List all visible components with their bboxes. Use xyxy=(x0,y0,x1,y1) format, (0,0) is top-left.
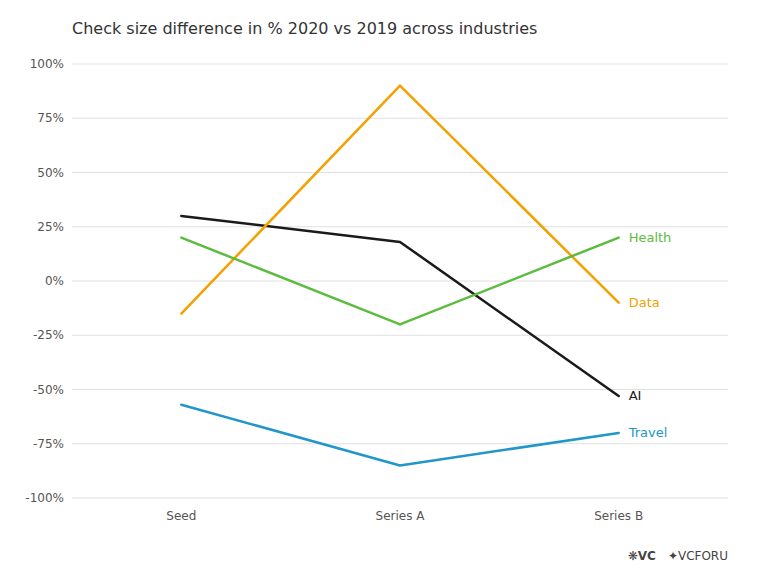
grid-line xyxy=(72,64,728,65)
grid-line xyxy=(72,443,728,444)
y-tick-label: -25% xyxy=(33,328,64,342)
y-tick-label: 100% xyxy=(30,57,64,71)
chart-container: Check size difference in % 2020 vs 2019 … xyxy=(0,0,768,576)
chart-svg: Check size difference in % 2020 vs 2019 … xyxy=(0,0,768,576)
y-tick-label: 25% xyxy=(37,220,64,234)
x-tick-label: Series A xyxy=(376,509,426,523)
y-tick-label: -75% xyxy=(33,437,64,451)
series-label: Health xyxy=(629,230,672,245)
y-tick-label: 75% xyxy=(37,111,64,125)
series-label: Travel xyxy=(628,425,668,440)
grid-line xyxy=(72,281,728,282)
series-label: AI xyxy=(629,388,642,403)
x-tick-label: Series B xyxy=(594,509,643,523)
series-label: Data xyxy=(629,295,660,310)
grid-line xyxy=(72,226,728,227)
grid-line xyxy=(72,335,728,336)
grid-line xyxy=(72,172,728,173)
annotation: ✦VCFORU xyxy=(668,549,728,563)
series-line xyxy=(181,405,618,466)
y-tick-label: -100% xyxy=(25,491,64,505)
grid-line xyxy=(72,498,728,499)
y-tick-label: 0% xyxy=(45,274,64,288)
series-line xyxy=(181,238,618,325)
x-tick-label: Seed xyxy=(166,509,196,523)
y-tick-label: -50% xyxy=(33,383,64,397)
grid-line xyxy=(72,118,728,119)
chart-title: Check size difference in % 2020 vs 2019 … xyxy=(72,19,537,38)
lines xyxy=(181,86,618,466)
annotation: ❋VC xyxy=(628,549,656,563)
series-line xyxy=(181,86,618,314)
y-tick-label: 50% xyxy=(37,166,64,180)
grid xyxy=(72,64,728,498)
series-line xyxy=(181,216,618,396)
